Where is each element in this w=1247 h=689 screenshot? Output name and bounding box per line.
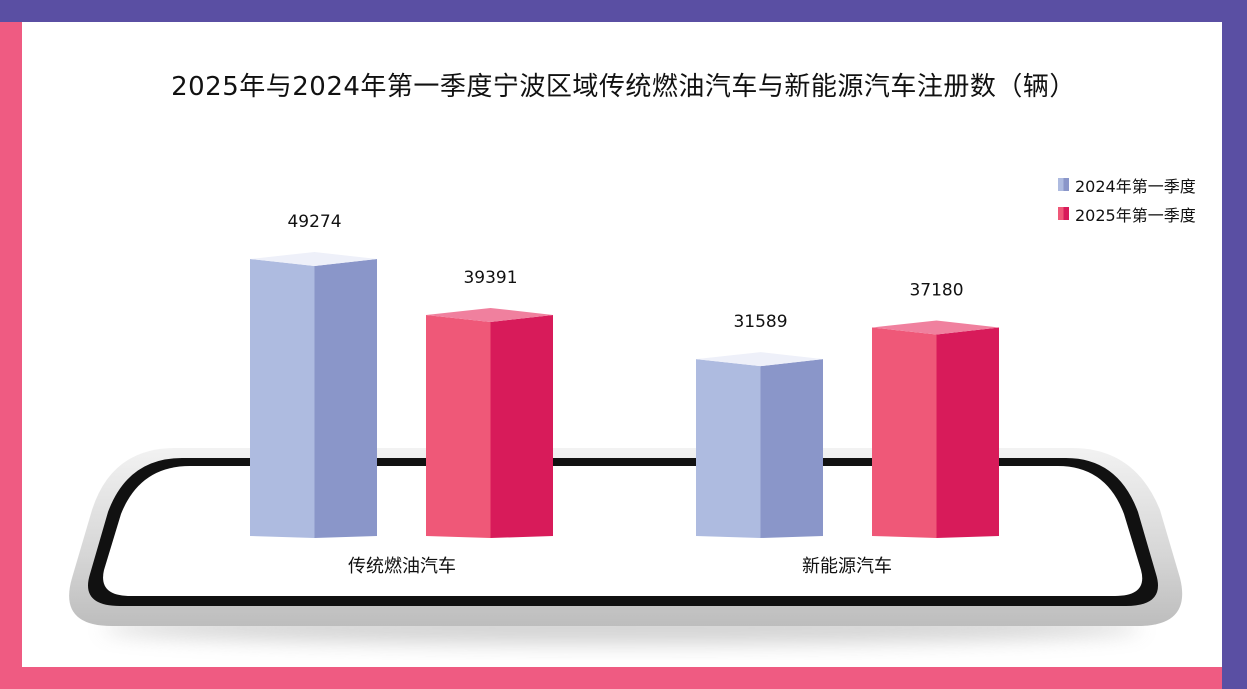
legend-item-2025: 2025年第一季度: [1058, 199, 1196, 228]
bar-1-0: [696, 352, 823, 538]
legend: 2024年第一季度 2025年第一季度: [1058, 170, 1196, 228]
bar-0-0-top-cap: [250, 252, 377, 266]
bar-1-1-front-right: [936, 327, 999, 538]
data-label-0-0: 49274: [287, 212, 341, 232]
chart-title: 2025年与2024年第一季度宁波区域传统燃油汽车与新能源汽车注册数（辆）: [171, 72, 1076, 102]
legend-item-2024: 2024年第一季度: [1058, 170, 1196, 199]
data-label-1-0: 31589: [733, 312, 787, 332]
bar-1-0-front-right: [760, 359, 823, 538]
data-label-0-1: 39391: [463, 268, 517, 288]
frame-bottom-bar: [0, 667, 1222, 689]
bar-0-0-front-left: [250, 259, 315, 538]
bar-1-1: [872, 320, 999, 538]
bar-1-1-front-left: [872, 327, 937, 538]
bar-1-0-top-cap: [696, 352, 823, 367]
legend-label-2025: 2025年第一季度: [1075, 205, 1196, 225]
bars-layer: [250, 252, 999, 538]
frame-left-bar: [0, 22, 22, 689]
labels-layer: 49274 39391 传统燃油汽车 31589 37180 新能源汽车: [287, 212, 963, 577]
legend-swatch-2024: [1058, 178, 1069, 191]
bar-0-0: [250, 252, 377, 538]
bar-0-1: [426, 307, 553, 538]
frame-right-bar: [1222, 0, 1247, 689]
bar-0-1-front-right: [490, 314, 553, 538]
legend-label-2024: 2024年第一季度: [1075, 176, 1196, 196]
bar-1-0-front-left: [696, 359, 761, 538]
bar-1-1-top-cap: [872, 320, 999, 335]
category-label-0: 传统燃油汽车: [348, 556, 456, 577]
legend-swatch-2025: [1058, 207, 1069, 220]
platform-tray: [69, 448, 1183, 644]
category-label-1: 新能源汽车: [802, 556, 892, 577]
bar-0-1-front-left: [426, 314, 491, 538]
bar-0-1-top-cap: [426, 307, 553, 322]
bar-0-0-front-right: [314, 259, 377, 538]
data-label-1-1: 37180: [909, 280, 963, 300]
frame-top-bar: [0, 0, 1247, 22]
